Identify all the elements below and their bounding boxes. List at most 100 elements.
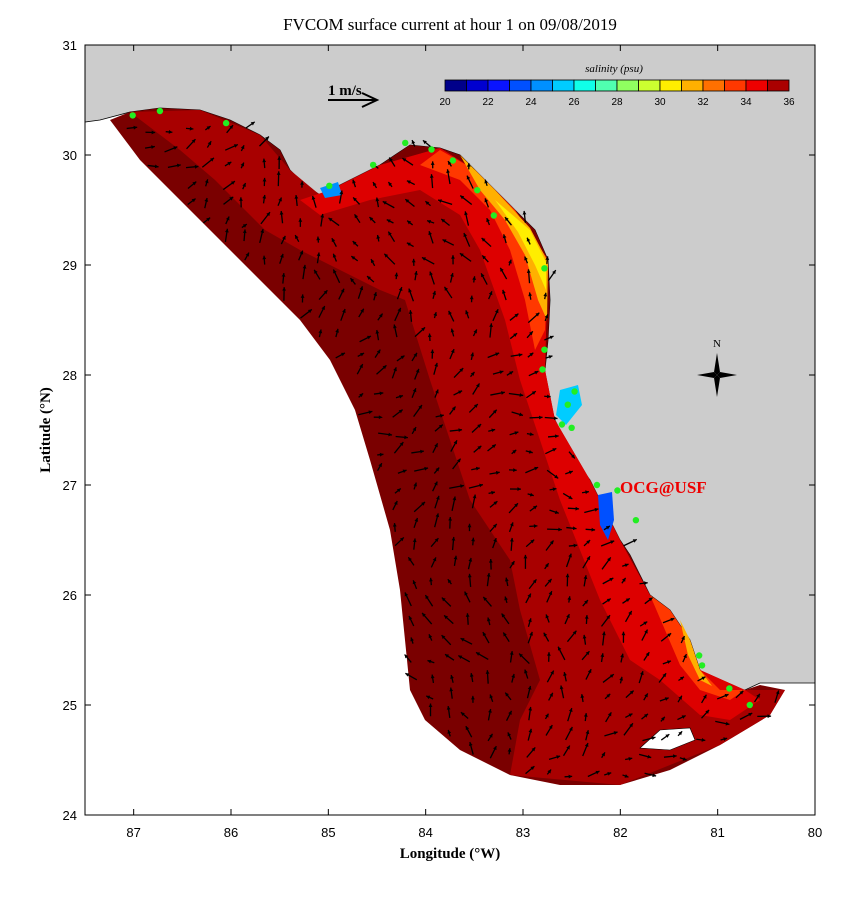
current-vector-head [444,286,449,291]
current-vector-head [382,365,387,370]
current-vector-head [428,231,433,236]
colorbar-tick-label: 32 [697,97,709,108]
current-vector-head [535,312,540,317]
current-vector-head [242,224,247,228]
current-vector-head [527,685,532,690]
current-vector-head [508,710,512,715]
current-vector-head [509,537,514,542]
current-vector-head [532,579,537,584]
current-vector-head [400,355,405,360]
current-vector-head [625,598,630,602]
current-vector-head [465,726,470,731]
watermark: OCG@USF [620,478,707,497]
current-vector-head [572,526,577,531]
current-vector-head [532,505,537,510]
y-tick-label: 25 [63,698,77,713]
current-vector-head [408,310,413,314]
station-marker [746,701,753,709]
salinity-zone-30 [495,200,546,290]
current-vector-head [386,219,391,223]
current-vector-head [606,693,611,698]
current-vector-head [418,405,422,410]
current-vector-head [230,181,235,185]
station-marker [541,265,548,272]
current-vector-head [250,121,255,126]
current-vector-head [550,670,554,675]
current-vector-head [430,674,435,679]
station-marker [558,421,566,428]
current-vector-head [448,517,453,521]
current-vector-head [229,196,234,201]
current-vector-head [529,631,533,636]
current-vector-head [414,517,419,522]
current-vector-head [458,390,463,395]
current-vector-head [424,466,429,471]
current-vector-head [512,449,517,454]
current-vector-head [367,276,371,280]
current-vector-head [412,580,417,585]
current-vector-head [469,673,474,677]
current-vector-head [448,161,452,166]
station-marker [449,157,457,164]
current-vector-head [492,409,497,414]
current-vector-head [507,748,512,752]
current-vector-head [565,573,570,578]
current-vector-head [552,487,557,492]
current-vector-head [624,774,629,778]
current-vector-head [295,235,299,240]
current-vector-head [323,290,328,295]
current-vector-head [644,693,648,698]
current-vector-head [483,596,488,601]
current-vector-head [399,394,404,399]
current-vector-head [756,693,760,698]
current-vector-head [482,255,487,260]
current-vector-head [586,540,591,544]
current-vector-head [435,467,440,472]
current-vector-head [502,234,507,239]
current-vector-head [393,367,397,372]
current-vector-head [298,218,303,222]
current-vector-head [504,596,508,601]
colorbar-bin [702,79,725,92]
current-vector-head [605,525,610,530]
current-vector-head [262,177,267,182]
current-vector-head [339,190,344,195]
current-vector-head [466,175,471,180]
current-vector-head [534,370,539,375]
colorbar-bin [724,79,747,92]
current-vector-head [467,573,472,578]
current-vector-head [775,690,780,695]
x-tick-label: 87 [126,825,140,840]
current-vector-head [725,721,730,726]
current-vector-head [406,180,411,184]
current-vector-head [411,140,416,145]
current-vector-head [393,500,398,505]
current-vector-head [554,434,559,439]
current-vector-head [679,676,684,681]
current-vector-head [300,181,304,185]
current-vector-head [279,210,284,215]
current-vector-head [458,655,463,659]
current-vector-head [414,271,418,275]
y-tick-label: 31 [63,38,77,53]
current-vector-head [568,553,572,558]
current-vector-head [494,309,499,314]
current-vector-head [665,734,670,738]
current-vector-head [239,197,243,201]
current-vector-head [606,598,611,603]
current-vector-head [526,269,531,273]
current-vector-head [552,270,556,275]
current-vector-head [640,671,644,676]
current-vector-head [545,614,550,619]
station-marker [695,652,703,659]
current-vector-head [681,636,685,641]
current-vectors [126,121,780,779]
current-vector-head [438,424,443,429]
current-vector-head [475,383,480,388]
current-vector-head [477,445,482,450]
current-vector-head [434,538,439,543]
current-vector-head [632,539,637,543]
current-vector-head [173,146,178,150]
current-vector-head [413,352,417,357]
current-vector-head [500,267,504,272]
